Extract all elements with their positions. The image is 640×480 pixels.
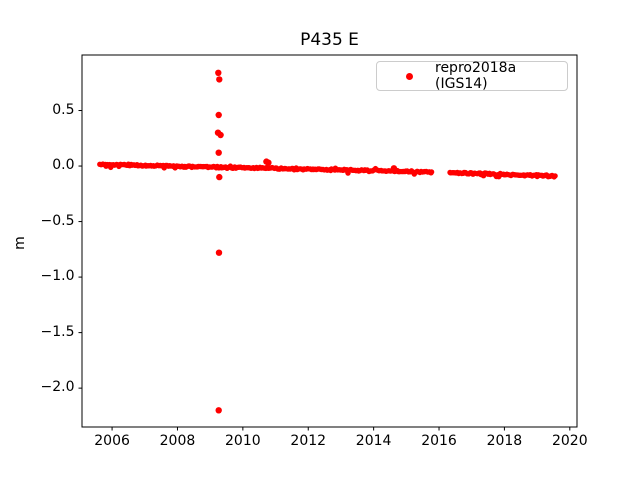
data-point — [215, 111, 222, 119]
x-tick-label: 2016 — [421, 433, 457, 449]
data-point — [390, 165, 398, 172]
data-point — [217, 131, 224, 139]
data-point — [552, 173, 558, 179]
y-tick-label: 0.5 — [52, 101, 75, 118]
data-point — [215, 249, 223, 256]
data-point — [215, 407, 222, 414]
y-tick-label: −0.5 — [40, 212, 75, 229]
scatter-series — [97, 69, 558, 414]
data-point — [216, 173, 223, 181]
x-tick-label: 2010 — [225, 433, 261, 449]
data-point — [215, 149, 222, 156]
data-point — [265, 159, 272, 166]
data-point — [428, 169, 435, 175]
x-tick-label: 2018 — [486, 433, 523, 449]
axes-frame — [81, 54, 578, 428]
x-tick-label: 2006 — [94, 433, 130, 449]
y-tick-label: −2.0 — [40, 379, 75, 396]
data-point — [216, 76, 223, 83]
data-point — [215, 69, 222, 77]
y-tick-label: 0.0 — [52, 157, 75, 174]
legend-label: repro2018a (IGS14) — [435, 60, 517, 92]
y-tick-label: −1.5 — [40, 323, 75, 340]
x-tick-label: 2008 — [159, 433, 196, 449]
y-tick-label: −1.0 — [40, 268, 75, 285]
x-tick-label: 2020 — [551, 433, 588, 449]
x-tick-label: 2012 — [290, 433, 327, 449]
chart-title: P435 E — [300, 30, 359, 50]
legend-marker-icon — [406, 72, 413, 80]
y-axis-label: m — [12, 236, 28, 250]
legend: repro2018a (IGS14) — [376, 60, 568, 92]
x-tick-label: 2014 — [355, 433, 392, 449]
